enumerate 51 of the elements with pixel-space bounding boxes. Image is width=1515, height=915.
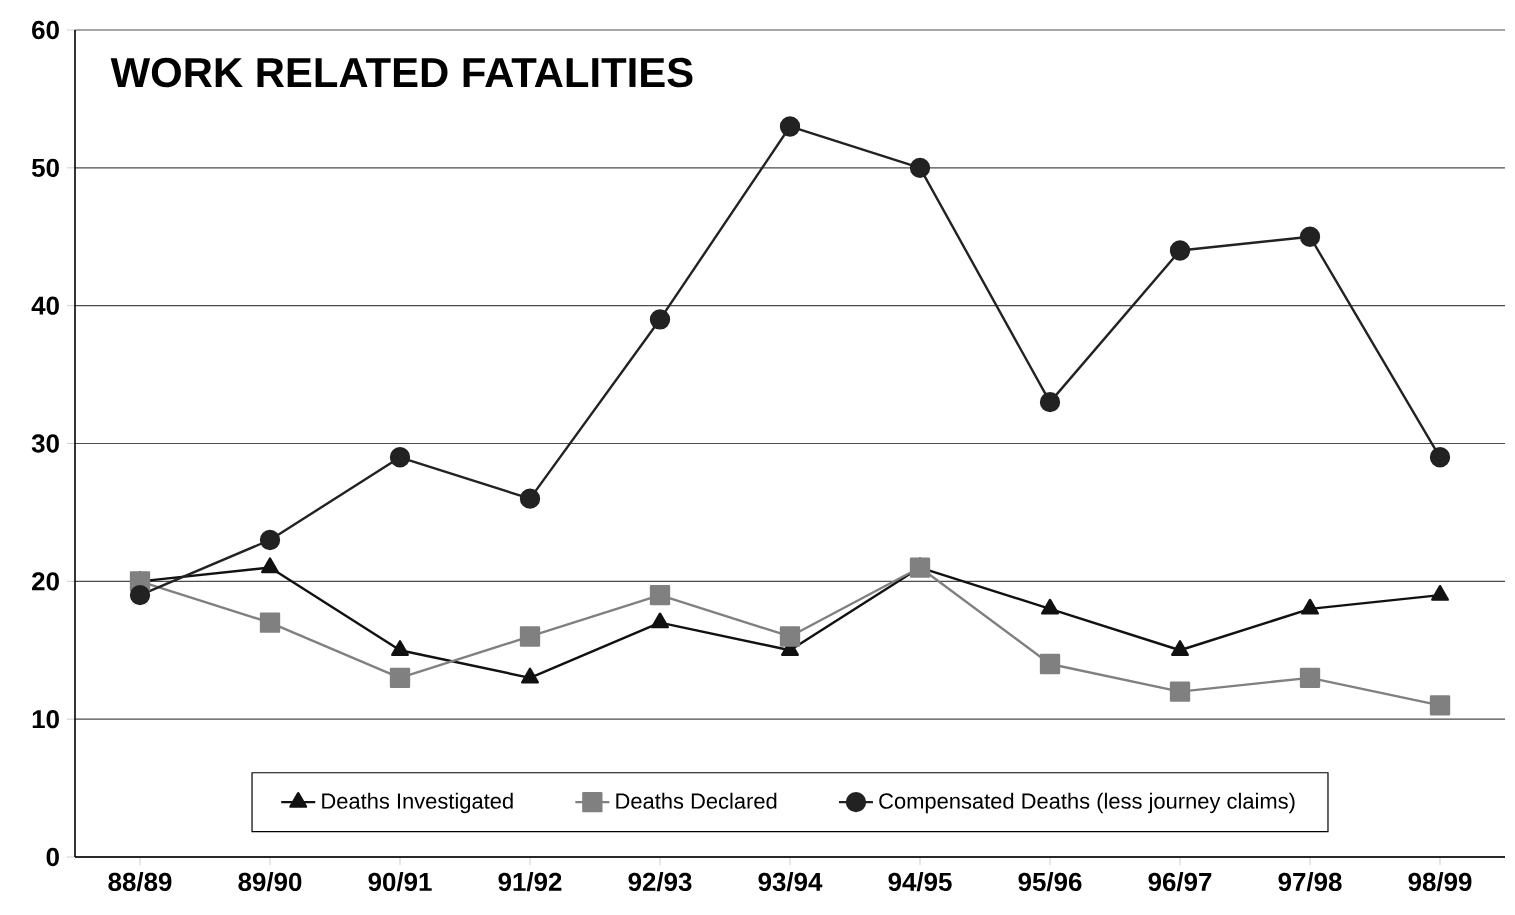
x-tick-label: 93/94: [758, 872, 823, 892]
legend-label: Compensated Deaths (less journey claims): [879, 792, 1295, 814]
point: [649, 309, 671, 330]
point: [1299, 667, 1321, 688]
x-tick-label: 96/97: [1148, 872, 1212, 892]
point: [1039, 391, 1061, 413]
point: [1039, 653, 1061, 675]
point: [649, 584, 671, 606]
y-tick-label: 50: [31, 158, 59, 177]
y-tick-label: 10: [32, 709, 59, 729]
point: [1429, 447, 1451, 468]
point: [1169, 240, 1191, 261]
x-tick-label: 88/89: [108, 872, 172, 892]
y-tick-label: 0: [46, 847, 59, 867]
point: [779, 116, 801, 137]
point: [1299, 226, 1321, 247]
point: [1169, 681, 1191, 702]
point: [1301, 598, 1319, 615]
y-tick-label: 30: [31, 434, 59, 453]
point: [1171, 640, 1189, 656]
point: [1429, 695, 1451, 716]
point: [909, 557, 931, 578]
x-tick-label: 94/95: [888, 872, 952, 892]
point: [779, 626, 801, 647]
text: WORK RELATED FATALITIES: [110, 57, 693, 88]
point: [261, 557, 279, 574]
x-tick-label: 95/96: [1018, 872, 1082, 892]
x-tick-label: 91/92: [498, 872, 562, 892]
point: [521, 667, 539, 684]
point: [259, 529, 281, 551]
y-tick-label: 20: [32, 572, 59, 591]
point: [1431, 584, 1449, 601]
point: [519, 488, 541, 509]
point: [651, 612, 669, 629]
point: [259, 612, 281, 633]
point: [129, 584, 151, 606]
point: [909, 157, 931, 178]
x-tick-label: 89/90: [238, 872, 302, 892]
point: [389, 447, 411, 468]
point: [1041, 598, 1059, 615]
x-tick-label: 90/91: [368, 872, 432, 892]
x-tick-label: 97/98: [1278, 872, 1342, 892]
point: [389, 667, 411, 688]
y-tick-label: 40: [31, 296, 59, 315]
x-tick-label: 98/99: [1408, 872, 1472, 892]
point: [391, 640, 409, 656]
legend-label: Deaths Investigated: [322, 792, 513, 814]
point: [519, 626, 541, 647]
y-tick-label: 60: [32, 20, 59, 40]
legend-label: Deaths Declared: [616, 792, 777, 809]
x-tick-label: 92/93: [628, 872, 692, 892]
